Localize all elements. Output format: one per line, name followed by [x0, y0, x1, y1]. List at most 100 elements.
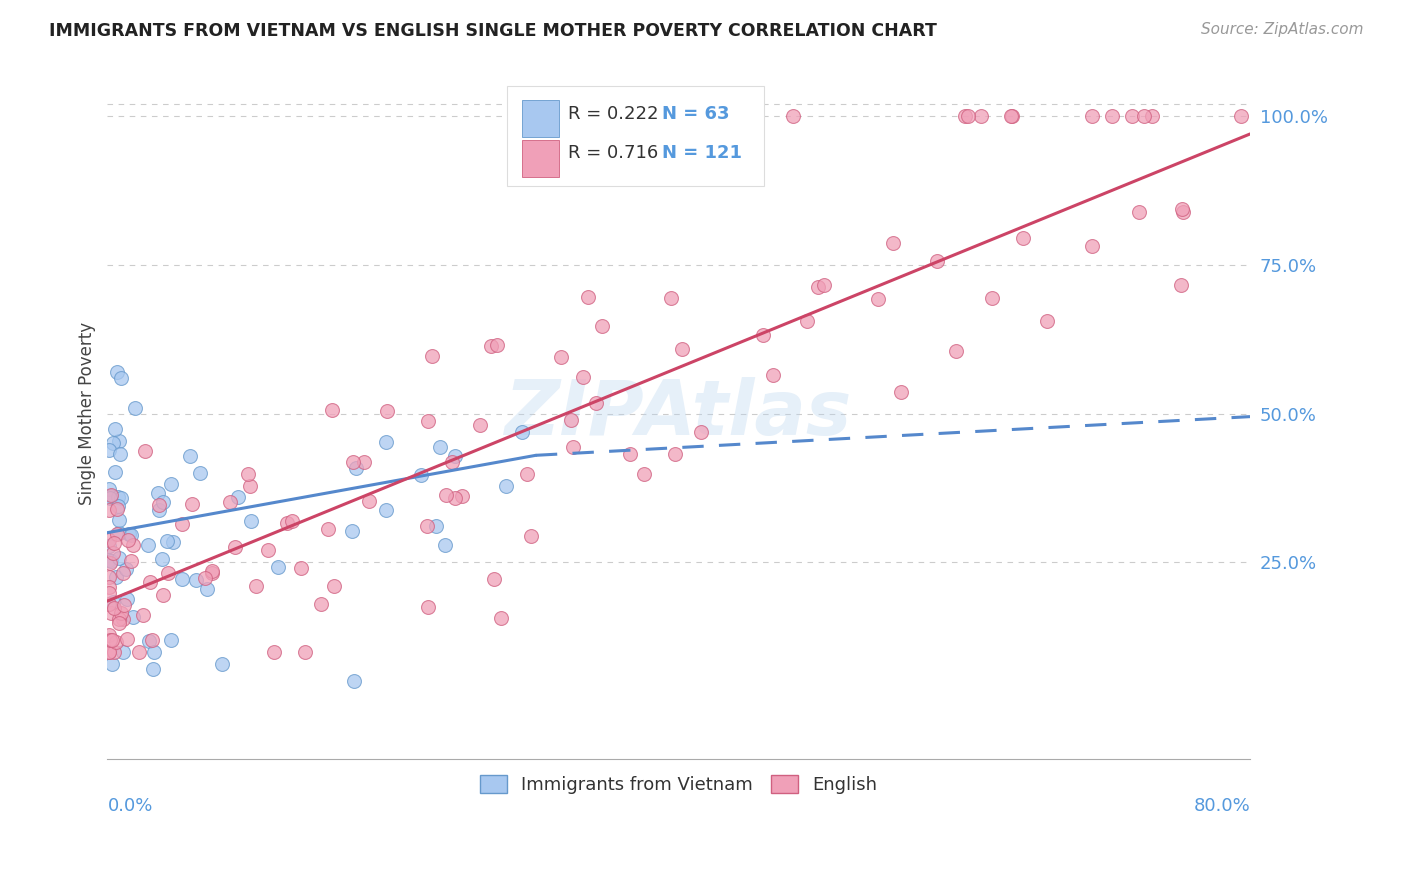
Point — [112, 612, 135, 626]
Point — [117, 533, 139, 547]
Point — [128, 645, 150, 659]
FancyBboxPatch shape — [522, 140, 558, 177]
Point — [1081, 109, 1104, 123]
Point — [1011, 231, 1033, 245]
Point — [188, 467, 211, 481]
Point — [1000, 109, 1022, 123]
Point — [105, 635, 128, 649]
Point — [195, 582, 218, 597]
Point — [281, 514, 304, 528]
Point — [141, 633, 163, 648]
Point — [484, 573, 506, 587]
Point — [1171, 202, 1194, 216]
Point — [211, 657, 233, 671]
Point — [1229, 109, 1251, 123]
Point — [108, 525, 131, 540]
Point — [591, 319, 613, 334]
Point — [97, 586, 120, 600]
Text: R = 0.222: R = 0.222 — [568, 105, 658, 123]
Point — [112, 566, 135, 580]
Point — [108, 612, 131, 626]
Point — [97, 598, 120, 612]
Point — [1133, 109, 1156, 123]
Point — [100, 487, 122, 501]
Point — [179, 449, 201, 463]
Point — [120, 554, 142, 568]
Point — [263, 645, 285, 659]
Point — [97, 570, 120, 584]
Point — [170, 572, 193, 586]
Point — [104, 421, 127, 435]
Point — [1001, 109, 1024, 123]
Point — [340, 524, 363, 538]
Point — [201, 566, 224, 581]
Point — [105, 527, 128, 541]
Point — [156, 533, 179, 548]
Point — [441, 454, 464, 468]
Point — [148, 503, 170, 517]
Point — [201, 564, 224, 578]
Point — [418, 599, 440, 614]
Point — [194, 571, 217, 585]
Point — [100, 554, 122, 568]
Point — [945, 343, 967, 358]
Point — [690, 425, 713, 439]
Point — [550, 350, 572, 364]
Text: Source: ZipAtlas.com: Source: ZipAtlas.com — [1201, 22, 1364, 37]
FancyBboxPatch shape — [508, 86, 765, 186]
Point — [927, 254, 949, 268]
Point — [103, 595, 125, 609]
Point — [294, 645, 316, 659]
Point — [108, 446, 131, 460]
Point — [491, 611, 513, 625]
Point — [1128, 205, 1150, 219]
Point — [236, 467, 259, 481]
Point — [139, 574, 162, 589]
Point — [162, 535, 184, 549]
Point — [132, 607, 155, 622]
Point — [97, 645, 120, 659]
Point — [451, 489, 474, 503]
Point — [160, 632, 183, 647]
Point — [375, 435, 398, 450]
Point — [495, 479, 517, 493]
Point — [98, 633, 121, 648]
Text: ZIPAtlas: ZIPAtlas — [505, 376, 852, 450]
Point — [353, 455, 375, 469]
Point — [562, 440, 585, 454]
Point — [290, 560, 312, 574]
Point — [134, 444, 156, 458]
Legend: Immigrants from Vietnam, English: Immigrants from Vietnam, English — [472, 768, 884, 802]
Point — [101, 436, 124, 450]
Point — [443, 449, 465, 463]
Point — [180, 497, 202, 511]
Point — [969, 109, 991, 123]
Point — [572, 370, 595, 384]
FancyBboxPatch shape — [522, 100, 558, 136]
Point — [97, 482, 120, 496]
Point — [1171, 205, 1194, 219]
Point — [576, 290, 599, 304]
Point — [486, 338, 509, 352]
Point — [97, 628, 120, 642]
Point — [97, 553, 120, 567]
Point — [110, 607, 132, 621]
Point — [160, 477, 183, 491]
Point — [118, 527, 141, 541]
Point — [796, 313, 818, 327]
Point — [510, 425, 533, 440]
Point — [104, 570, 127, 584]
Point — [245, 579, 267, 593]
Point — [375, 503, 398, 517]
Point — [103, 535, 125, 549]
Point — [150, 552, 173, 566]
Point — [342, 455, 364, 469]
Point — [890, 385, 912, 400]
Point — [866, 293, 889, 307]
Point — [184, 573, 207, 587]
Point — [955, 109, 977, 123]
Point — [664, 447, 686, 461]
Text: N = 63: N = 63 — [662, 105, 730, 123]
Point — [425, 519, 447, 533]
Point — [170, 516, 193, 531]
